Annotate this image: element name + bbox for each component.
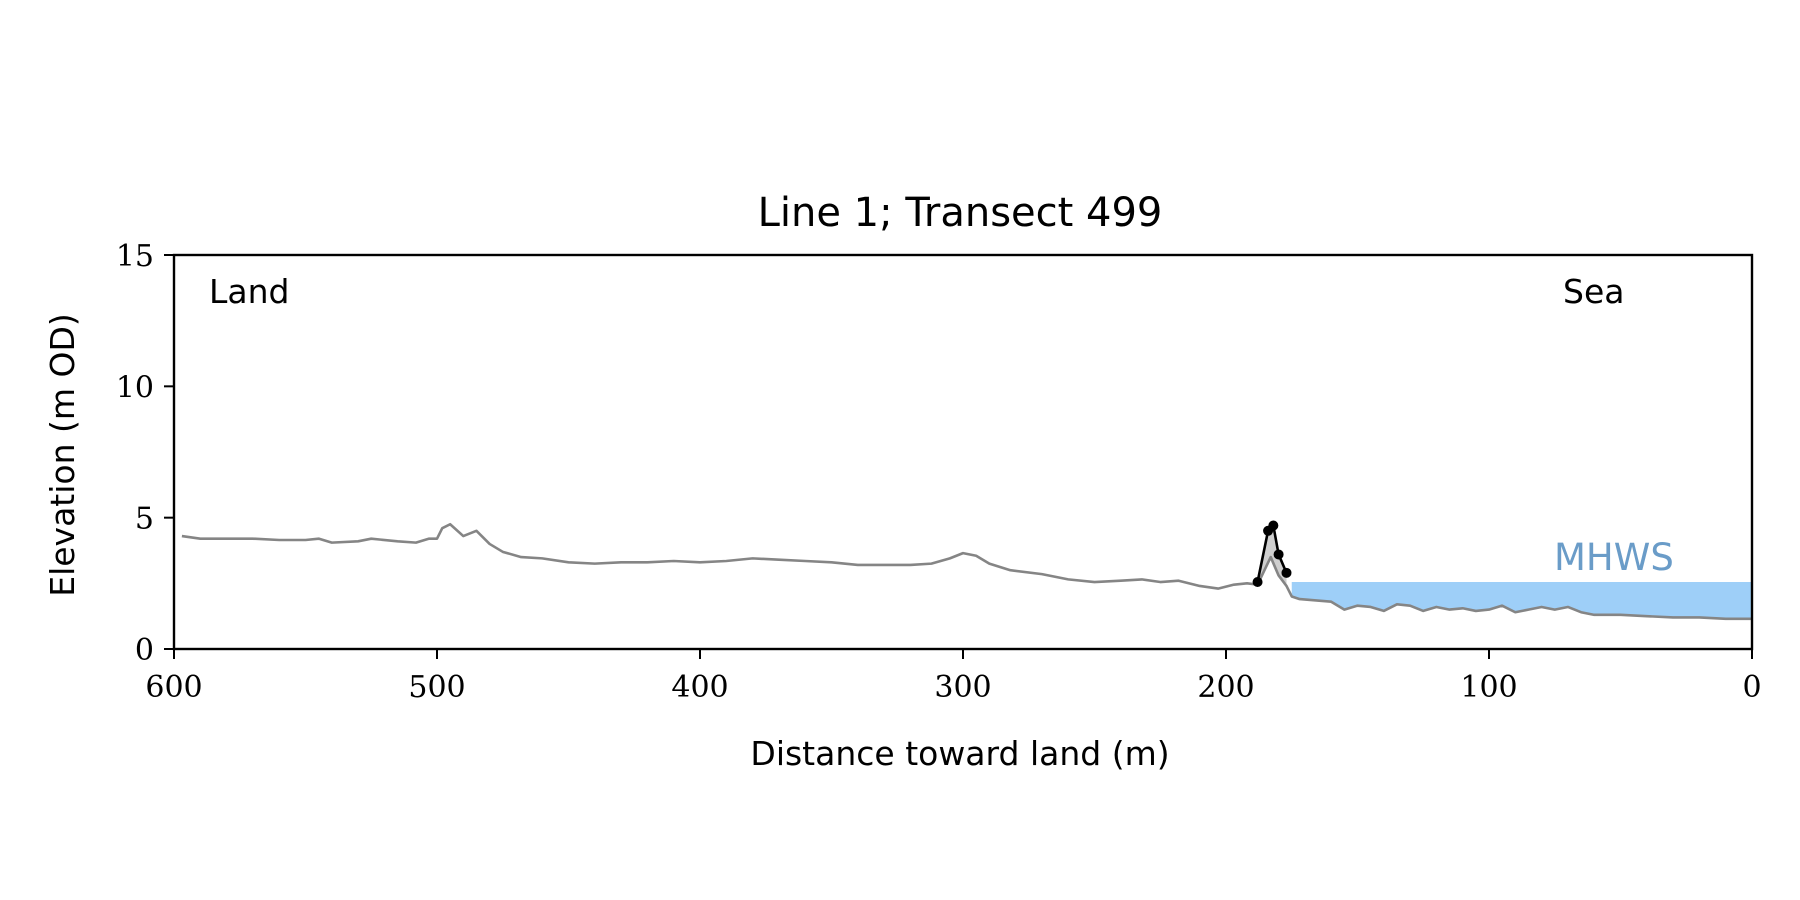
feature-point <box>1281 567 1292 578</box>
x-tick-label: 600 <box>145 670 202 705</box>
y-tick-label: 5 <box>135 502 154 537</box>
feature-point <box>1273 549 1284 560</box>
y-tick-label: 10 <box>116 370 154 405</box>
mhws-label: MHWS <box>1554 536 1674 579</box>
x-tick-label: 200 <box>1197 670 1254 705</box>
mhws-water-area <box>1291 582 1752 619</box>
sea-label: Sea <box>1563 272 1624 311</box>
chart-title: Line 1; Transect 499 <box>758 190 1163 236</box>
y-tick-label: 15 <box>116 239 154 274</box>
profile-series-line <box>181 522 1752 621</box>
x-tick-label: 400 <box>671 670 728 705</box>
line-layer <box>181 520 1752 621</box>
feature-point <box>1268 520 1279 531</box>
y-tick-label: 0 <box>135 633 154 668</box>
land-label: Land <box>209 272 289 311</box>
axes-layer: 600 500 400 300 200 100 0 0 5 10 15 <box>116 239 1762 705</box>
x-axis-label: Distance toward land (m) <box>750 734 1169 773</box>
y-axis-label: Elevation (m OD) <box>43 313 82 597</box>
feature-point <box>1252 577 1263 588</box>
x-tick-label: 0 <box>1742 670 1761 705</box>
x-tick-label: 300 <box>934 670 991 705</box>
x-tick-label: 100 <box>1460 670 1517 705</box>
feature-fill <box>1257 525 1287 586</box>
fill-layer <box>1257 525 1752 619</box>
x-tick-label: 500 <box>408 670 465 705</box>
